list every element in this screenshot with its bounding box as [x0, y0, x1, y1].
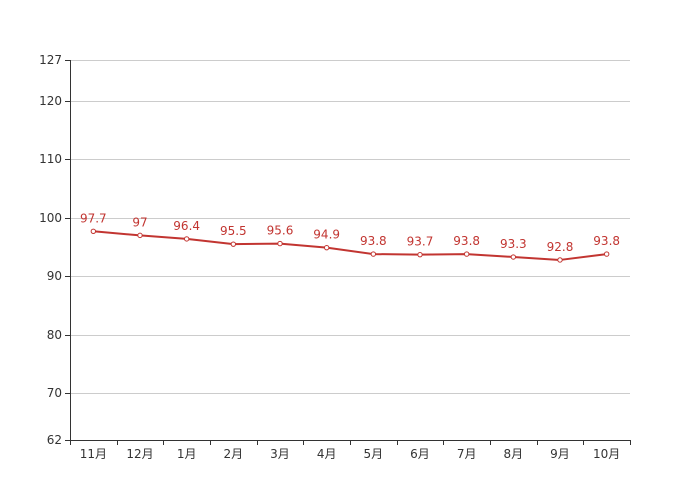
y-tick-label: 127 [39, 53, 62, 67]
data-label: 97 [132, 215, 147, 229]
data-point [323, 244, 330, 251]
x-tick-label: 4月 [317, 447, 337, 461]
y-tick-label: 100 [39, 211, 62, 225]
data-labels: 97.7 97 96.4 95.5 95.6 94.9 93.8 93.7 93.8 93.3 92… [80, 211, 620, 254]
x-tick-label: 10月 [593, 447, 620, 461]
data-label: 95.5 [220, 224, 247, 238]
y-tick-labels: 62 70 80 90 100 110 120 127 [39, 53, 62, 447]
data-label: 94.9 [313, 228, 340, 242]
y-tick-label: 80 [47, 328, 62, 342]
data-point-markers [90, 228, 610, 263]
data-label: 95.6 [267, 224, 294, 238]
data-point [417, 251, 423, 258]
x-tick-label: 8月 [504, 447, 524, 461]
data-point [90, 228, 97, 234]
y-tick-label: 120 [39, 94, 62, 108]
x-tick-label: 7月 [457, 447, 477, 461]
x-tick-label: 9月 [550, 447, 570, 461]
data-point [230, 241, 237, 247]
data-label: 93.8 [453, 234, 480, 248]
series-line-layer [92, 230, 608, 261]
data-label: 93.7 [407, 235, 434, 249]
y-tick-label: 62 [47, 433, 62, 447]
data-point [137, 232, 143, 239]
data-label: 93.8 [360, 234, 387, 248]
x-tick-label: 1月 [177, 447, 197, 461]
x-tick-label: 2月 [224, 447, 244, 461]
gridlines [70, 60, 630, 394]
y-tick-label: 70 [47, 386, 62, 400]
data-point [603, 251, 610, 257]
x-tick-label: 6月 [410, 447, 430, 461]
data-label: 97.7 [80, 211, 107, 225]
data-label: 93.3 [500, 237, 527, 251]
data-label: 96.4 [173, 219, 200, 233]
y-tick-label: 90 [47, 269, 62, 283]
data-label: 93.8 [593, 234, 620, 248]
x-tick-label: 5月 [364, 447, 384, 461]
x-tick-labels: 11月 12月 1月 2月 3月 4月 5月 6月 7月 8月 9月 10月 [80, 447, 621, 461]
x-tick-label: 11月 [80, 447, 107, 461]
data-point [277, 240, 283, 247]
data-point [557, 257, 563, 263]
data-point [463, 251, 470, 257]
series-line [92, 230, 608, 261]
data-point [510, 254, 517, 260]
data-point [370, 251, 377, 257]
x-tick-label: 3月 [270, 447, 290, 461]
y-tick-label: 110 [39, 152, 62, 166]
data-point [183, 236, 190, 242]
data-label: 92.8 [547, 240, 574, 254]
x-tick-label: 12月 [126, 447, 153, 461]
axes [65, 60, 631, 445]
